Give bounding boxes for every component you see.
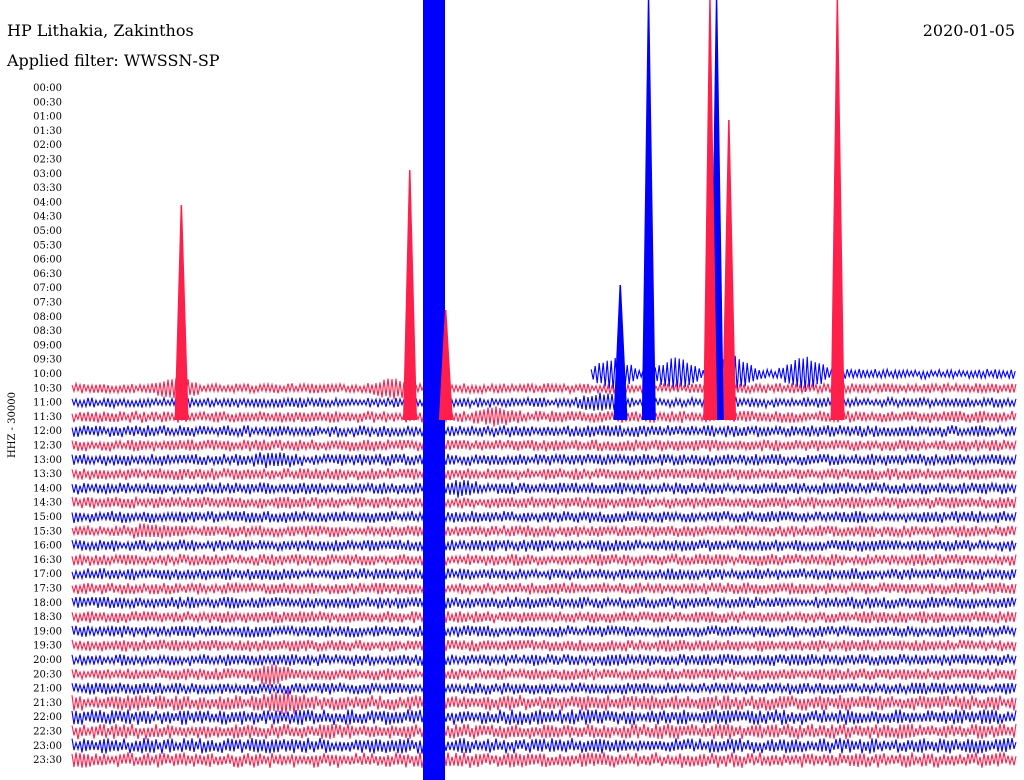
time-tick-label: 14:30 [33, 498, 62, 509]
time-tick-label: 21:00 [33, 684, 62, 695]
trace-line [71, 624, 1017, 639]
time-tick-label: 07:00 [33, 283, 62, 294]
time-tick-labels: 00:00 00:30 01:00 01:30 02:00 02:30 03:00 03:30… [33, 83, 62, 766]
time-tick-label: 13:30 [33, 469, 62, 480]
time-tick-label: 00:00 [33, 83, 62, 94]
time-tick-label: 18:00 [33, 598, 62, 609]
time-tick-label: 10:00 [33, 369, 62, 380]
time-tick-label: 05:30 [33, 240, 62, 251]
time-tick-label: 09:30 [33, 355, 62, 366]
time-tick-label: 06:30 [33, 269, 62, 280]
event-peak [613, 285, 628, 420]
trace-line [71, 510, 1017, 524]
trace-line [71, 567, 1017, 582]
event-peak [438, 310, 453, 420]
trace-line [71, 467, 1017, 482]
time-tick-label: 13:00 [33, 455, 62, 466]
event-peak [722, 120, 737, 420]
time-tick-label: 08:00 [33, 312, 62, 323]
time-tick-label: 12:30 [33, 441, 62, 452]
event-peak [174, 205, 189, 420]
time-tick-label: 19:30 [33, 641, 62, 652]
major-event-band [423, 0, 445, 780]
time-tick-label: 23:00 [33, 741, 62, 752]
time-tick-label: 23:30 [33, 755, 62, 766]
time-tick-label: 20:00 [33, 655, 62, 666]
trace-line [71, 480, 1017, 498]
time-tick-label: 02:30 [33, 155, 62, 166]
time-tick-label: 03:30 [33, 183, 62, 194]
trace-line [71, 690, 1017, 714]
time-tick-label: 16:00 [33, 541, 62, 552]
trace-line [590, 355, 1016, 392]
event-peak [703, 0, 718, 420]
time-tick-label: 01:00 [33, 112, 62, 123]
trace-line [71, 406, 1017, 427]
time-tick-label: 21:30 [33, 698, 62, 709]
time-tick-label: 06:00 [33, 255, 62, 266]
time-tick-label: 18:30 [33, 612, 62, 623]
trace-line [71, 495, 1017, 510]
trace-line [71, 377, 1017, 401]
trace-line [71, 595, 1017, 610]
time-tick-label: 00:30 [33, 97, 62, 108]
y-axis-label: HHZ - 30000 [7, 392, 18, 458]
time-tick-label: 17:30 [33, 584, 62, 595]
trace-line [71, 424, 1017, 439]
event-peak [830, 0, 845, 420]
time-tick-label: 04:30 [33, 212, 62, 223]
trace-line [71, 392, 1017, 411]
time-tick-label: 11:00 [33, 398, 62, 409]
time-tick-label: 12:00 [33, 426, 62, 437]
trace-line [71, 664, 1017, 687]
time-tick-label: 03:00 [33, 169, 62, 180]
trace-line [71, 752, 1017, 768]
time-tick-label: 20:30 [33, 669, 62, 680]
station-title: HP Lithakia, Zakinthos [7, 21, 194, 40]
trace-line [71, 709, 1017, 725]
time-tick-label: 14:00 [33, 483, 62, 494]
time-tick-label: 05:00 [33, 226, 62, 237]
seismic-traces [71, 0, 1017, 780]
trace-line [71, 581, 1017, 596]
time-tick-label: 04:00 [33, 197, 62, 208]
time-tick-label: 17:00 [33, 569, 62, 580]
trace-line [71, 737, 1017, 754]
trace-line [71, 653, 1017, 668]
time-tick-label: 22:00 [33, 712, 62, 723]
filter-label: Applied filter: WWSSN-SP [6, 51, 220, 70]
trace-line [71, 638, 1017, 653]
time-tick-label: 15:30 [33, 526, 62, 537]
time-tick-label: 15:00 [33, 512, 62, 523]
trace-line [71, 552, 1017, 568]
trace-line [71, 681, 1017, 696]
trace-line [71, 610, 1017, 625]
trace-line [71, 452, 1017, 469]
event-peak [403, 170, 417, 420]
time-tick-label: 10:30 [33, 383, 62, 394]
time-tick-label: 22:30 [33, 727, 62, 738]
date-label: 2020-01-05 [923, 21, 1015, 40]
time-tick-label: 08:30 [33, 326, 62, 337]
time-tick-label: 11:30 [33, 412, 62, 423]
trace-line [71, 438, 1017, 453]
event-peak [641, 0, 656, 420]
time-tick-label: 16:30 [33, 555, 62, 566]
time-tick-label: 09:00 [33, 340, 62, 351]
time-tick-label: 07:30 [33, 298, 62, 309]
trace-line [71, 538, 1017, 553]
time-tick-label: 01:30 [33, 126, 62, 137]
time-tick-label: 19:00 [33, 626, 62, 637]
trace-line [71, 523, 1017, 539]
trace-line [71, 723, 1017, 740]
time-tick-label: 02:00 [33, 140, 62, 151]
